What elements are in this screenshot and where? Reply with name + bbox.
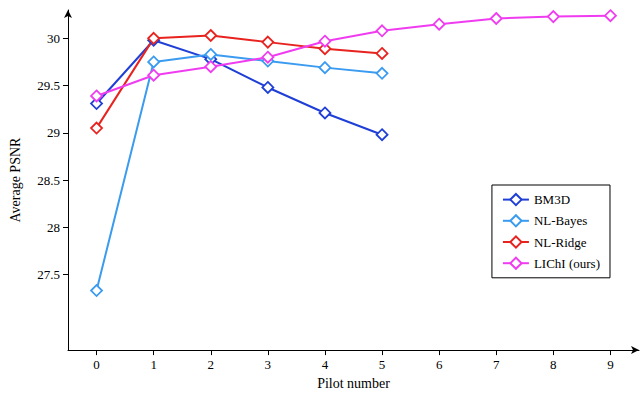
svg-text:2: 2 [208,357,215,372]
svg-text:8: 8 [550,357,557,372]
svg-text:6: 6 [436,357,443,372]
svg-text:7: 7 [493,357,500,372]
svg-text:28: 28 [47,220,60,235]
svg-text:BM3D: BM3D [534,192,570,207]
svg-text:Pilot number: Pilot number [317,376,390,391]
svg-text:29: 29 [47,125,60,140]
svg-text:1: 1 [150,357,157,372]
svg-text:5: 5 [379,357,386,372]
svg-text:4: 4 [322,357,329,372]
svg-text:NL-Ridge: NL-Ridge [534,235,587,250]
svg-text:Average PSNR: Average PSNR [8,137,23,223]
svg-text:27.5: 27.5 [37,267,60,282]
svg-text:0: 0 [93,357,100,372]
svg-text:9: 9 [607,357,614,372]
svg-text:30: 30 [47,31,60,46]
svg-text:NL-Bayes: NL-Bayes [534,213,587,228]
svg-text:28.5: 28.5 [37,173,60,188]
svg-text:LIChI (ours): LIChI (ours) [534,256,600,271]
svg-text:29.5: 29.5 [37,78,60,93]
svg-text:3: 3 [265,357,272,372]
